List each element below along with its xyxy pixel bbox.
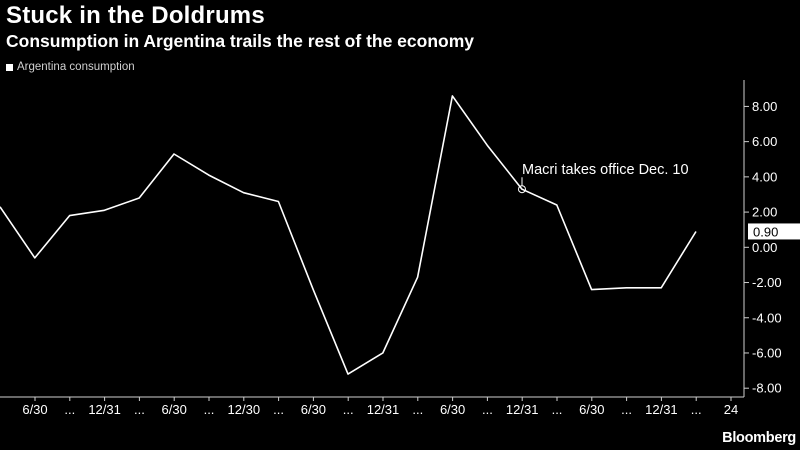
- x-tick-label: 12/30: [228, 402, 261, 417]
- x-tick-label: 6/30: [22, 402, 47, 417]
- y-tick-label: 4.00: [752, 169, 777, 184]
- last-value-label: 0.90: [753, 224, 778, 239]
- x-tick-label: ...: [412, 402, 423, 417]
- x-tick-label: ...: [134, 402, 145, 417]
- series-line-argentina-consumption: [0, 95, 697, 375]
- y-tick-label: -6.00: [752, 345, 782, 360]
- y-tick-label: 2.00: [752, 205, 777, 220]
- chart-subtitle: Consumption in Argentina trails the rest…: [6, 31, 475, 51]
- x-tick-label: 12/31: [506, 402, 539, 417]
- x-tick-label: ...: [64, 402, 75, 417]
- x-tick-label: 6/30: [301, 402, 326, 417]
- legend-label: Argentina consumption: [17, 61, 135, 73]
- x-tick-label: ...: [343, 402, 354, 417]
- x-tick-label: ...: [621, 402, 632, 417]
- annotation-label: Macri takes office Dec. 10: [522, 162, 689, 178]
- x-tick-label: 12/31: [88, 402, 121, 417]
- y-tick-label: -2.00: [752, 275, 782, 290]
- legend-swatch: [6, 63, 13, 71]
- y-tick-label: 0.00: [752, 240, 777, 255]
- legend: Argentina consumption: [6, 61, 135, 73]
- x-tick-label: ...: [273, 402, 284, 417]
- last-value-box: [748, 223, 800, 240]
- y-tick-label: -4.00: [752, 310, 782, 325]
- x-tick-label: 24: [724, 402, 738, 417]
- x-tick-label: 12/31: [367, 402, 400, 417]
- y-tick-label: 8.00: [752, 99, 777, 114]
- x-tick-label: 6/30: [579, 402, 604, 417]
- x-tick-label: 6/30: [440, 402, 465, 417]
- x-tick-label: 12/31: [645, 402, 678, 417]
- y-tick-label: -8.00: [752, 381, 782, 396]
- bloomberg-logo: Bloomberg: [722, 430, 796, 446]
- x-tick-label: ...: [552, 402, 563, 417]
- x-tick-label: ...: [482, 402, 493, 417]
- chart-title: Stuck in the Doldrums: [6, 2, 265, 29]
- x-tick-label: ...: [204, 402, 215, 417]
- x-tick-label: 6/30: [162, 402, 187, 417]
- y-tick-label: 6.00: [752, 134, 777, 149]
- x-tick-label: ...: [691, 402, 702, 417]
